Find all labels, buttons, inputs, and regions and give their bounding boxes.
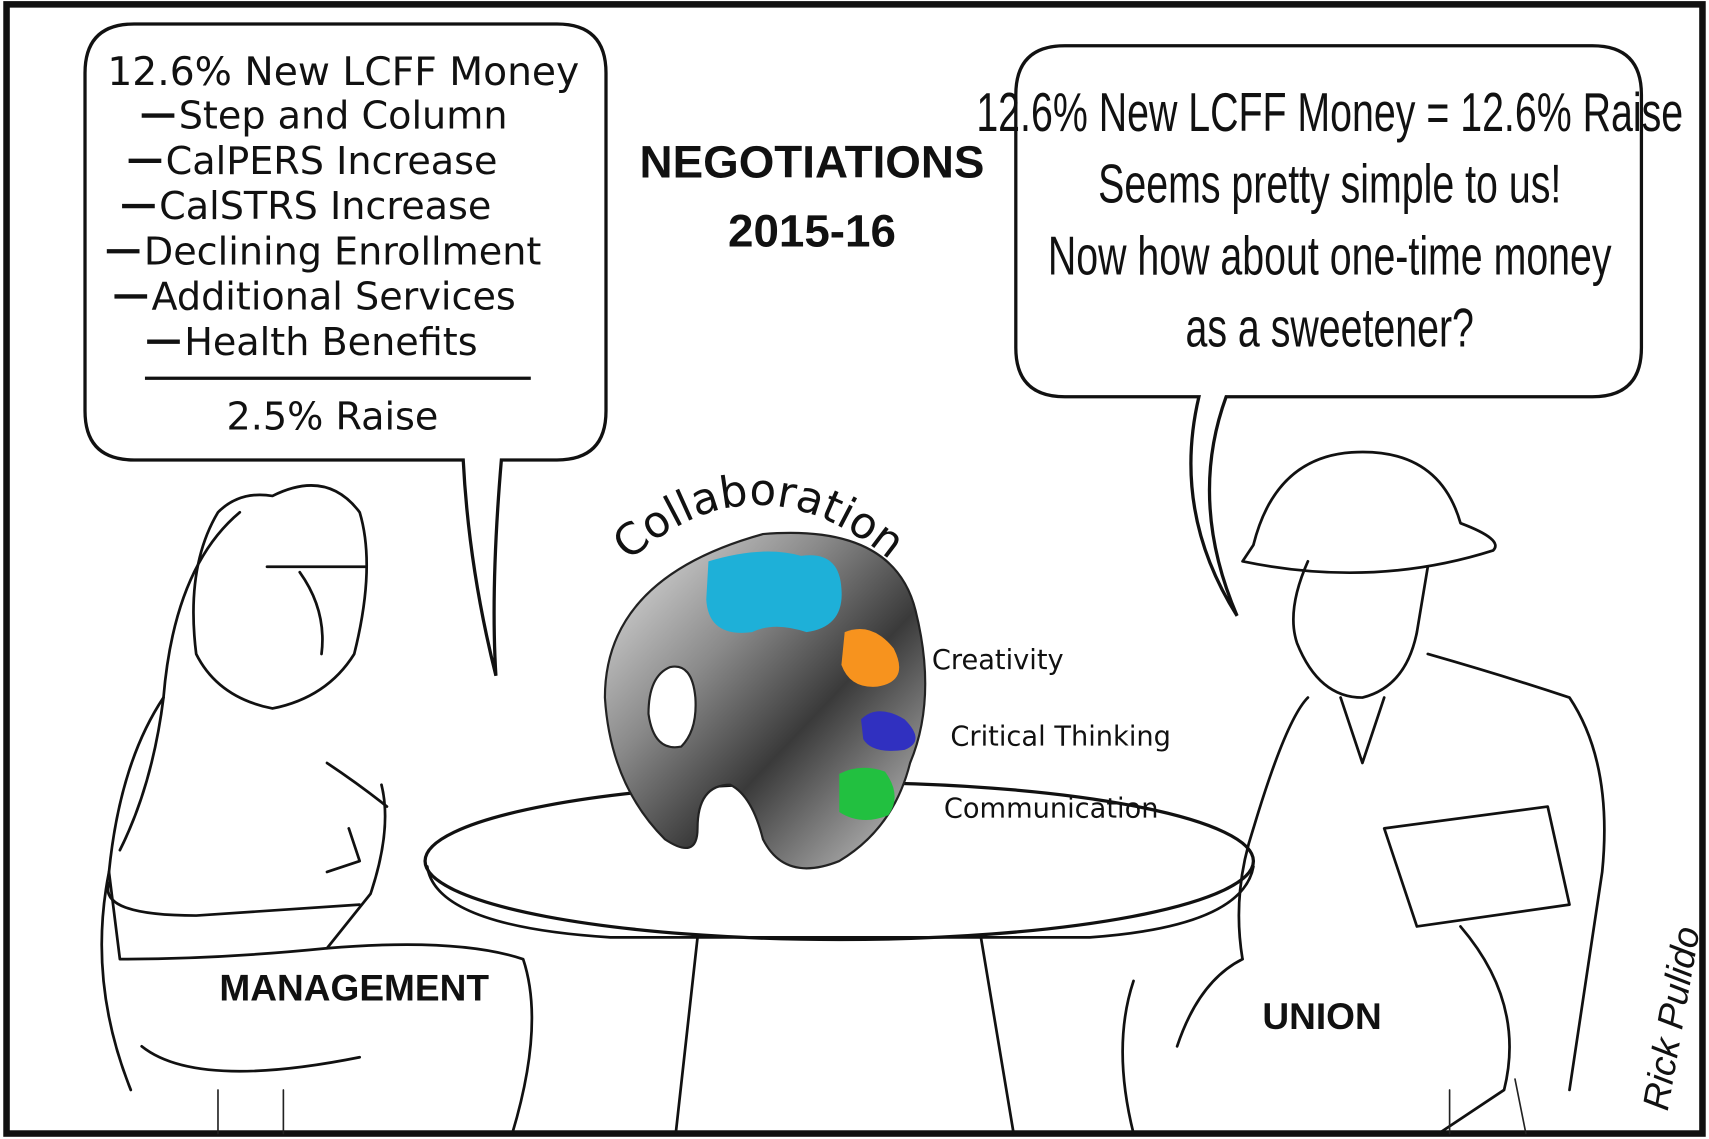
deduction: Step and Column [179, 94, 508, 138]
deduction: Additional Services [151, 275, 515, 319]
deduction: CalSTRS Increase [159, 184, 491, 228]
union-text: 12.6% New LCFF Money = 12.6% Raise Seems … [976, 82, 1683, 359]
deduction: Health Benefits [184, 320, 477, 364]
title: NEGOTIATIONS [640, 137, 985, 188]
union-figure [1121, 450, 1606, 1135]
deduction: CalPERS Increase [166, 139, 498, 183]
result: 2.5% Raise [226, 394, 438, 438]
palette-items: Creativity Critical Thinking Communication [932, 645, 1171, 824]
palette-item: Creativity [932, 645, 1064, 676]
union-line: 12.6% New LCFF Money = 12.6% Raise [976, 82, 1683, 143]
union-line: as a sweetener? [1185, 298, 1473, 359]
palette-item: Critical Thinking [950, 722, 1171, 753]
management-label: MANAGEMENT [219, 967, 489, 1009]
union-label: UNION [1262, 995, 1381, 1037]
palette-item: Communication [944, 793, 1159, 824]
union-line: Now how about one-time money [1048, 226, 1612, 287]
deduction: Declining Enrollment [144, 229, 542, 273]
management-bubble [83, 22, 608, 677]
title-year: 2015-16 [728, 205, 896, 256]
union-line: Seems pretty simple to us! [1098, 154, 1561, 215]
management-figure [100, 484, 534, 1135]
bubble-heading: 12.6% New LCFF Money [107, 50, 579, 95]
union-bubble [1014, 44, 1644, 617]
